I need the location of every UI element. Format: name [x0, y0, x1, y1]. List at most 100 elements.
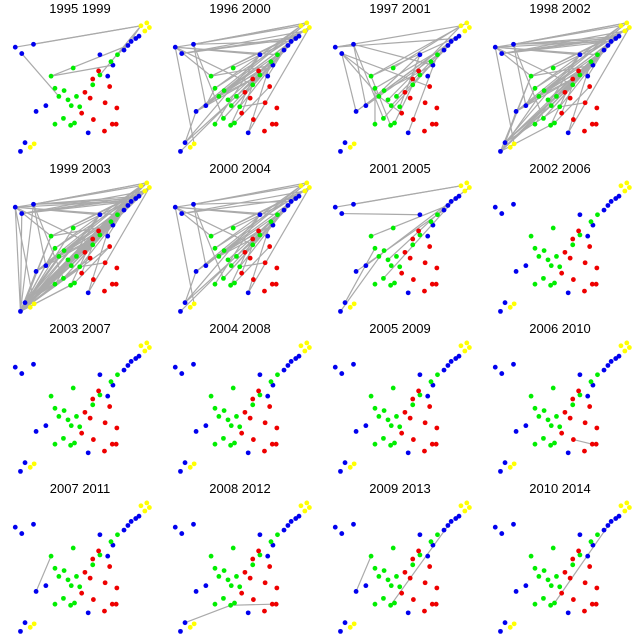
- data-point: [52, 441, 58, 447]
- data-point: [363, 583, 369, 589]
- data-point: [65, 257, 71, 263]
- data-point: [394, 573, 399, 579]
- data-point: [125, 363, 131, 368]
- edge-line: [234, 86, 271, 124]
- data-point: [351, 361, 356, 367]
- data-point: [405, 450, 411, 456]
- data-point: [594, 105, 600, 111]
- data-point: [302, 508, 308, 514]
- data-point: [407, 95, 413, 101]
- edge-line: [181, 35, 300, 55]
- data-point: [107, 84, 113, 89]
- data-point: [19, 531, 25, 536]
- data-point: [79, 270, 85, 276]
- data-point: [429, 601, 435, 607]
- data-point: [511, 521, 516, 527]
- data-point: [121, 207, 127, 213]
- edge-line: [344, 247, 376, 303]
- data-point: [250, 242, 256, 248]
- data-point: [548, 423, 554, 429]
- data-point: [589, 601, 595, 607]
- data-point: [262, 100, 268, 106]
- data-point: [216, 413, 222, 419]
- edge-line: [561, 84, 574, 114]
- edge-line: [513, 22, 627, 45]
- data-point: [559, 270, 565, 276]
- data-point: [109, 281, 115, 287]
- panel-plot: [172, 340, 312, 474]
- data-point: [257, 372, 263, 378]
- data-point: [557, 264, 563, 270]
- edge-line: [74, 246, 111, 284]
- data-point: [113, 601, 119, 607]
- data-point: [298, 503, 304, 509]
- data-point: [582, 128, 587, 134]
- panel-title: 2007 2011: [49, 481, 111, 496]
- data-point: [113, 121, 119, 127]
- edge-line: [353, 185, 462, 205]
- data-point: [31, 621, 37, 627]
- edge-line: [230, 78, 254, 126]
- data-point: [79, 590, 85, 596]
- data-point: [203, 583, 209, 589]
- data-point: [417, 552, 423, 558]
- data-point: [499, 51, 505, 56]
- data-point: [511, 141, 517, 147]
- data-point: [462, 508, 468, 514]
- data-point: [422, 448, 427, 454]
- data-point: [427, 404, 433, 409]
- data-point: [589, 121, 595, 127]
- data-point: [179, 51, 185, 56]
- data-point: [594, 265, 600, 271]
- edge-line: [392, 25, 462, 69]
- data-point: [618, 183, 624, 189]
- data-point: [273, 281, 279, 287]
- data-point: [626, 25, 632, 30]
- panel-plot: [492, 20, 632, 154]
- data-point: [296, 33, 302, 39]
- panel-title: 2009 2013: [369, 481, 431, 496]
- data-point: [624, 180, 630, 186]
- data-point: [372, 121, 378, 127]
- data-point: [212, 565, 218, 571]
- data-point: [605, 363, 611, 368]
- data-point: [582, 448, 587, 454]
- data-point: [532, 121, 538, 127]
- data-point: [274, 265, 280, 271]
- panel: 2008 2012: [160, 480, 320, 640]
- data-point: [212, 85, 218, 91]
- edge-line: [181, 190, 305, 215]
- data-point: [410, 396, 416, 402]
- edge-line: [501, 30, 625, 55]
- data-point: [417, 212, 423, 218]
- data-point: [353, 269, 359, 274]
- edge-line: [193, 22, 307, 45]
- data-point: [593, 121, 599, 127]
- data-point: [193, 589, 199, 594]
- data-point: [570, 437, 576, 442]
- edge-line: [175, 203, 194, 208]
- data-point: [18, 628, 23, 634]
- data-point: [22, 620, 28, 626]
- edge-line: [15, 25, 142, 48]
- data-point: [464, 20, 470, 26]
- data-point: [179, 371, 185, 376]
- data-point: [577, 372, 583, 378]
- data-point: [507, 464, 513, 470]
- data-point: [608, 519, 614, 524]
- data-point: [178, 148, 183, 154]
- panel-plot: [12, 500, 152, 634]
- data-point: [146, 345, 152, 350]
- data-point: [136, 33, 142, 39]
- edge-line: [554, 521, 612, 604]
- data-point: [43, 583, 49, 589]
- edge-line: [393, 84, 414, 124]
- data-point: [428, 379, 434, 385]
- data-point: [191, 361, 196, 367]
- data-point: [242, 569, 248, 575]
- data-point: [390, 385, 396, 391]
- data-point: [281, 207, 287, 213]
- data-point: [97, 232, 103, 238]
- data-point: [61, 568, 67, 574]
- data-point: [52, 601, 58, 607]
